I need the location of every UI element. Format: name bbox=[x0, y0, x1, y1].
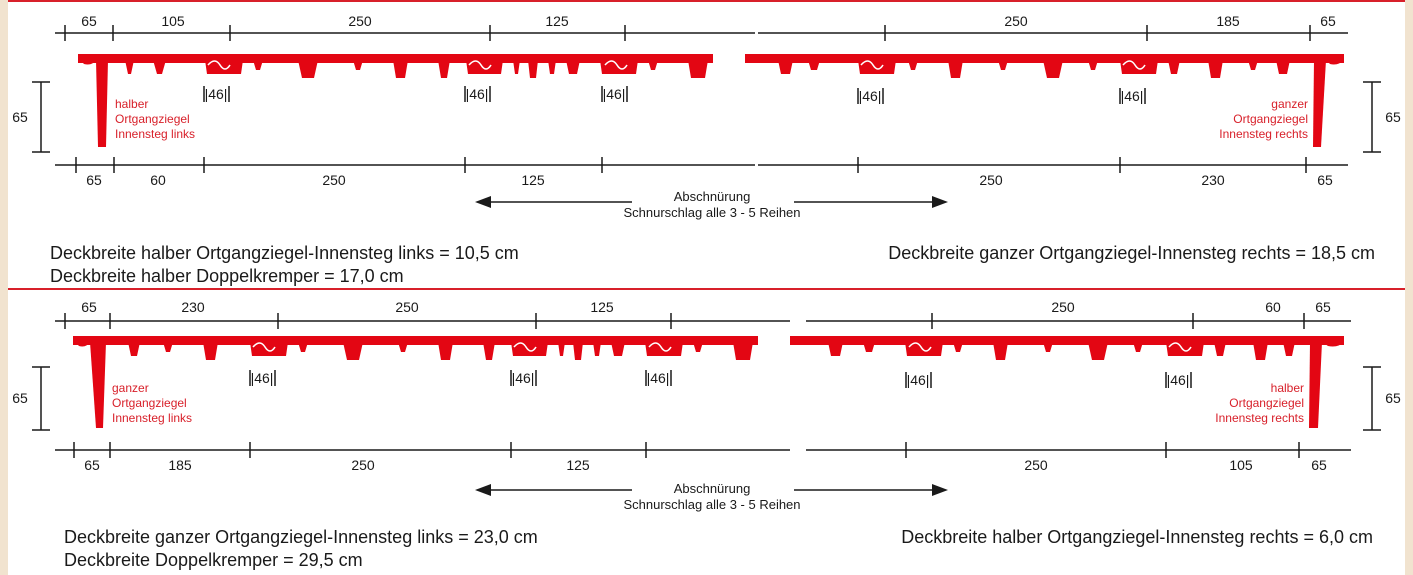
tile-label-left: Innensteg links bbox=[115, 127, 195, 141]
overlap-label: |46| bbox=[512, 370, 535, 386]
dim-lower-7: 65 bbox=[1317, 172, 1333, 188]
arrow-title: Abschnürung bbox=[674, 481, 751, 496]
overlap-label: |46| bbox=[907, 372, 930, 388]
roof-tile-diagram-bottom: 65 230 250 125 250 60 65 65 185 250 125 … bbox=[12, 299, 1401, 570]
dim-lower-5: 250 bbox=[1024, 457, 1048, 473]
dim-upper-6: 185 bbox=[1216, 13, 1240, 29]
height-label-right: 65 bbox=[1385, 390, 1401, 406]
overlap-label: |46| bbox=[1121, 88, 1144, 104]
summary-right: Deckbreite halber Ortgangziegel-Innenste… bbox=[901, 527, 1373, 547]
dim-lower-7: 65 bbox=[1311, 457, 1327, 473]
dim-upper-2: 105 bbox=[161, 13, 185, 29]
dim-lower-3: 250 bbox=[322, 172, 346, 188]
roof-tile-diagram-top: 65 105 250 125 250 185 65 65 60 250 125 … bbox=[12, 13, 1401, 286]
tile-right-shape bbox=[790, 336, 1344, 428]
panel-top: 65 105 250 125 250 185 65 65 60 250 125 … bbox=[8, 0, 1405, 288]
dim-upper-5: 250 bbox=[1004, 13, 1028, 29]
arrow-right-head bbox=[932, 484, 948, 496]
dim-upper-6: 60 bbox=[1265, 299, 1281, 315]
overlap-label: |46| bbox=[1167, 372, 1190, 388]
arrow-subtitle: Schnurschlag alle 3 - 5 Reihen bbox=[623, 205, 800, 220]
tile-left-shape bbox=[78, 54, 713, 147]
arrow-title: Abschnürung bbox=[674, 189, 751, 204]
tile-label-left: Ortgangziegel bbox=[115, 112, 190, 126]
overlap-label: |46| bbox=[251, 370, 274, 386]
tile-label-right: Innensteg rechts bbox=[1219, 127, 1308, 141]
dim-upper-3: 250 bbox=[395, 299, 419, 315]
tile-label-right: halber bbox=[1271, 381, 1304, 395]
dim-upper-7: 65 bbox=[1315, 299, 1331, 315]
dim-lower-1: 65 bbox=[84, 457, 100, 473]
height-label-left: 65 bbox=[12, 109, 28, 125]
tile-right-shape bbox=[745, 54, 1344, 147]
tile-label-left: ganzer bbox=[112, 381, 149, 395]
overlap-label: |46| bbox=[647, 370, 670, 386]
overlap-label: |46| bbox=[466, 86, 489, 102]
dim-lower-6: 105 bbox=[1229, 457, 1253, 473]
overlap-label: |46| bbox=[603, 86, 626, 102]
tile-label-left: halber bbox=[115, 97, 148, 111]
height-label-left: 65 bbox=[12, 390, 28, 406]
overlap-label: |46| bbox=[205, 86, 228, 102]
dim-lower-6: 230 bbox=[1201, 172, 1225, 188]
arrow-subtitle: Schnurschlag alle 3 - 5 Reihen bbox=[623, 497, 800, 512]
arrow-left-head bbox=[475, 484, 491, 496]
tile-label-left: Ortgangziegel bbox=[112, 396, 187, 410]
dim-lower-4: 125 bbox=[521, 172, 545, 188]
tile-label-right: Ortgangziegel bbox=[1233, 112, 1308, 126]
arrow-left-head bbox=[475, 196, 491, 208]
tile-left-shape bbox=[73, 336, 758, 428]
dim-lower-2: 185 bbox=[168, 457, 192, 473]
tile-label-right: ganzer bbox=[1271, 97, 1308, 111]
summary-left-1: Deckbreite halber Ortgangziegel-Innenste… bbox=[50, 243, 519, 263]
arrow-right-head bbox=[932, 196, 948, 208]
dim-lower-4: 125 bbox=[566, 457, 590, 473]
summary-left-2: Deckbreite halber Doppelkremper = 17,0 c… bbox=[50, 266, 404, 286]
dim-lower-2: 60 bbox=[150, 172, 166, 188]
summary-left-1: Deckbreite ganzer Ortgangziegel-Innenste… bbox=[64, 527, 538, 547]
tile-label-left: Innensteg links bbox=[112, 411, 192, 425]
summary-left-2: Deckbreite Doppelkremper = 29,5 cm bbox=[64, 550, 363, 570]
dim-upper-3: 250 bbox=[348, 13, 372, 29]
dim-lower-3: 250 bbox=[351, 457, 375, 473]
panel-bottom: 65 230 250 125 250 60 65 65 185 250 125 … bbox=[8, 288, 1405, 575]
tile-label-right: Ortgangziegel bbox=[1229, 396, 1304, 410]
dim-upper-5: 250 bbox=[1051, 299, 1075, 315]
height-label-right: 65 bbox=[1385, 109, 1401, 125]
dim-upper-4: 125 bbox=[545, 13, 569, 29]
dim-lower-1: 65 bbox=[86, 172, 102, 188]
tile-label-right: Innensteg rechts bbox=[1215, 411, 1304, 425]
dim-lower-5: 250 bbox=[979, 172, 1003, 188]
overlap-label: |46| bbox=[859, 88, 882, 104]
dim-upper-2: 230 bbox=[181, 299, 205, 315]
dim-upper-1: 65 bbox=[81, 13, 97, 29]
dim-upper-4: 125 bbox=[590, 299, 614, 315]
dim-upper-7: 65 bbox=[1320, 13, 1336, 29]
dim-upper-1: 65 bbox=[81, 299, 97, 315]
summary-right: Deckbreite ganzer Ortgangziegel-Innenste… bbox=[888, 243, 1375, 263]
